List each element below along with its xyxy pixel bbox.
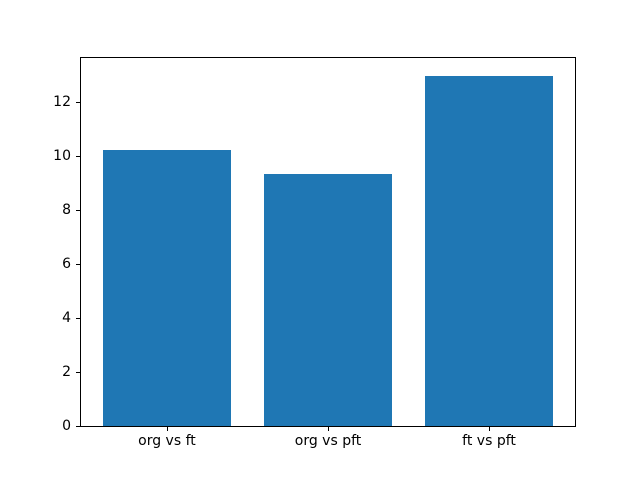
x-tick-mark — [328, 427, 329, 431]
y-tick-mark — [76, 210, 80, 212]
y-tick-label: 0 — [62, 418, 71, 434]
x-tick-mark — [489, 427, 491, 431]
y-tick-label: 6 — [62, 256, 71, 273]
x-tick-label-ft-vs-pft: ft vs pft — [462, 433, 516, 449]
y-tick-mark — [76, 372, 80, 374]
y-tick-mark — [76, 426, 80, 427]
y-tick-label: 8 — [62, 202, 71, 219]
y-tick-label: 10 — [53, 148, 71, 165]
x-tick-mark — [166, 427, 168, 431]
y-tick-label: 2 — [62, 364, 71, 381]
y-tick-mark — [76, 102, 80, 104]
bar-org-vs-ft — [102, 149, 232, 426]
x-tick-label-org-vs-pft: org vs pft — [294, 433, 362, 449]
y-tick-mark — [76, 318, 80, 320]
y-tick-mark — [76, 156, 80, 158]
y-tick-label: 12 — [53, 94, 71, 111]
y-tick-mark — [76, 264, 80, 266]
bar-ft-vs-pft — [424, 75, 554, 426]
y-tick-label: 4 — [62, 310, 71, 327]
x-tick-label-org-vs-ft: org vs ft — [138, 433, 196, 449]
bar-org-vs-pft — [263, 173, 393, 426]
plot-area — [80, 57, 576, 427]
